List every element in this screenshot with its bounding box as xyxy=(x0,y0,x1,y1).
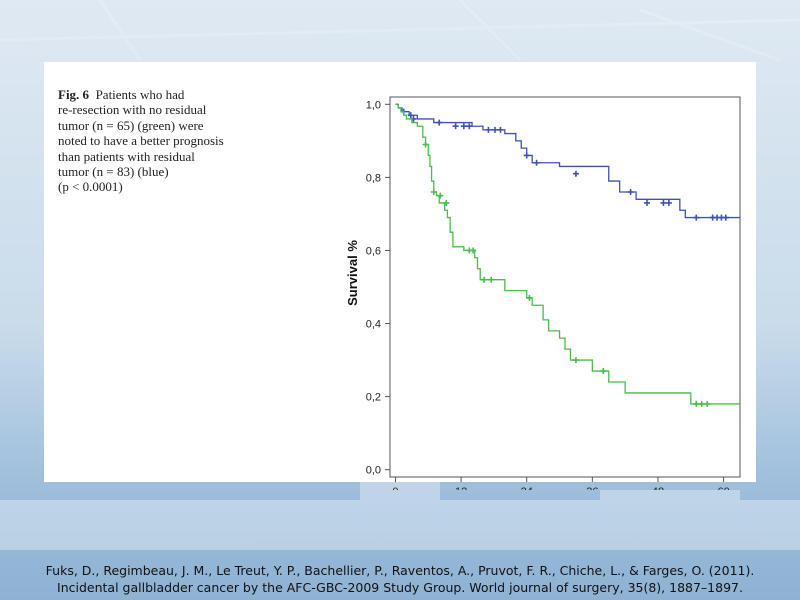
x-tick-label: 0 xyxy=(392,486,398,490)
censor-mark-2 xyxy=(488,276,495,283)
y-tick-label: 1,0 xyxy=(366,99,381,111)
censor-mark-2 xyxy=(437,192,444,199)
figure-label: Fig. 6 xyxy=(58,87,90,102)
caption-line-4: noted to have a better prognosis xyxy=(58,133,224,149)
citation: Fuks, D., Regimbeau, J. M., Le Treut, Y.… xyxy=(0,562,800,596)
y-tick-label: 0,8 xyxy=(366,172,381,184)
caption-line-5: than patients with residual xyxy=(58,148,195,164)
censor-mark-2 xyxy=(443,199,450,206)
figure-caption: Fig. 6 Patients who had re-resection wit… xyxy=(58,87,258,195)
censor-mark-2 xyxy=(693,400,700,407)
censor-mark-2 xyxy=(698,400,705,407)
censor-mark-2 xyxy=(526,294,533,301)
censor-mark-1 xyxy=(572,170,579,177)
censor-mark-1 xyxy=(485,126,492,133)
censor-mark-1 xyxy=(497,126,504,133)
censor-mark-2 xyxy=(572,357,579,364)
y-tick-label: 0,2 xyxy=(366,392,381,404)
x-tick-label: 60 xyxy=(717,486,729,490)
caption-line-1: Fig. 6 Patients who had xyxy=(58,87,185,102)
y-axis-label: Survival % xyxy=(345,240,360,306)
x-tick-label: 48 xyxy=(652,486,664,490)
survival-chart: 0,0 0,2 0,4 0,6 0,8 1,0 0 12 24 36 48 60 Survival % xyxy=(345,96,741,490)
x-tick-label: 36 xyxy=(586,486,598,490)
censor-mark-1 xyxy=(407,112,414,119)
censor-mark-2 xyxy=(600,368,607,375)
censor-mark-1 xyxy=(665,199,672,206)
censor-mark-1 xyxy=(460,123,467,130)
censor-mark-2 xyxy=(481,276,488,283)
censor-mark-1 xyxy=(492,126,498,133)
plot-area: 0,0 0,2 0,4 0,6 0,8 1,0 0 12 24 36 48 60 xyxy=(366,96,741,490)
censor-mark-1 xyxy=(722,214,729,221)
plot-frame xyxy=(389,96,741,478)
censor-mark-1 xyxy=(644,199,651,206)
censor-mark-2 xyxy=(470,247,477,254)
x-tick-label: 12 xyxy=(455,486,467,490)
caption-line-6: tumor (n = 83) (blue) xyxy=(58,164,169,180)
censor-mark-1 xyxy=(627,189,634,195)
y-tick-label: 0,0 xyxy=(366,465,381,477)
censor-mark-2 xyxy=(422,141,429,148)
censor-mark-1 xyxy=(533,159,540,166)
censor-mark-1 xyxy=(452,123,459,130)
censor-mark-1 xyxy=(693,214,700,221)
y-tick-label: 0,4 xyxy=(366,319,381,331)
censor-mark-2 xyxy=(430,189,437,195)
citation-line-1: Fuks, D., Regimbeau, J. M., Le Treut, Y.… xyxy=(45,563,755,578)
x-tick-label: 24 xyxy=(521,486,533,490)
censor-mark-1 xyxy=(523,152,530,159)
censor-mark-1 xyxy=(660,199,667,206)
caption-line-2: re-resection with no residual xyxy=(58,102,207,118)
censor-mark-1 xyxy=(466,123,473,130)
censor-mark-1 xyxy=(436,119,443,126)
caption-line-3: tumor (n = 65) (green) were xyxy=(58,117,204,133)
caption-line-7: (p < 0.0001) xyxy=(58,179,123,195)
series-line-2 xyxy=(395,103,740,405)
censor-mark-2 xyxy=(704,400,711,407)
y-tick-label: 0,6 xyxy=(366,245,381,257)
citation-line-2: Incidental gallbladder cancer by the AFC… xyxy=(57,580,743,595)
